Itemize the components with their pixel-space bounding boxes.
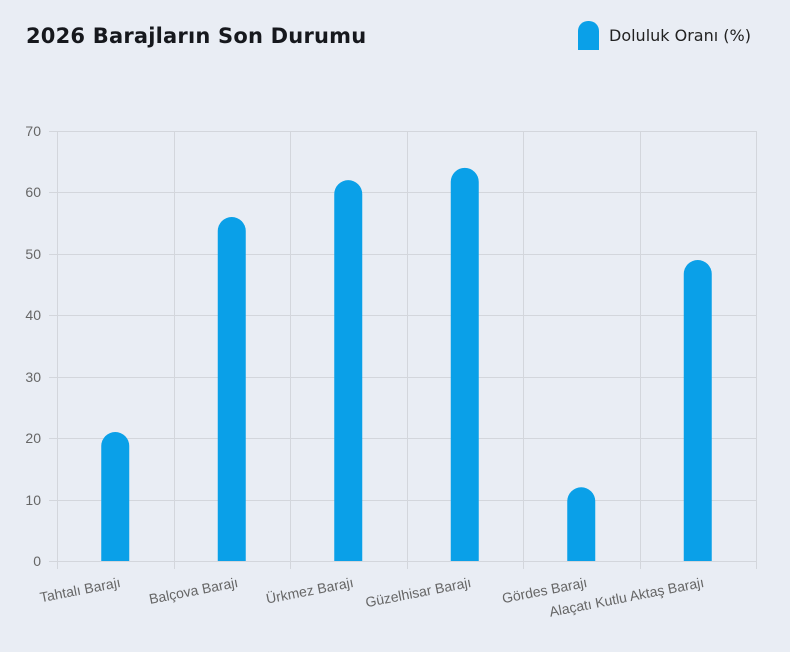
y-tick-label: 60 xyxy=(25,183,41,200)
legend-swatch-icon xyxy=(578,21,599,50)
bar[interactable] xyxy=(450,167,479,561)
y-tick-label: 30 xyxy=(25,368,41,385)
bar[interactable] xyxy=(101,432,130,561)
legend-label: Doluluk Oranı (%) xyxy=(609,26,751,45)
y-tick-label: 70 xyxy=(25,122,41,139)
legend[interactable]: Doluluk Oranı (%) xyxy=(578,21,751,50)
bar[interactable] xyxy=(217,217,246,561)
bar[interactable] xyxy=(334,180,363,561)
y-tick-label: 0 xyxy=(33,552,41,569)
y-tick-label: 50 xyxy=(25,245,41,262)
y-tick-label: 40 xyxy=(25,306,41,323)
bar[interactable] xyxy=(683,260,712,561)
y-tick-label: 10 xyxy=(25,491,41,508)
y-tick-label: 20 xyxy=(25,429,41,446)
bar[interactable] xyxy=(567,487,596,561)
chart-title: 2026 Barajların Son Durumu xyxy=(26,24,367,48)
